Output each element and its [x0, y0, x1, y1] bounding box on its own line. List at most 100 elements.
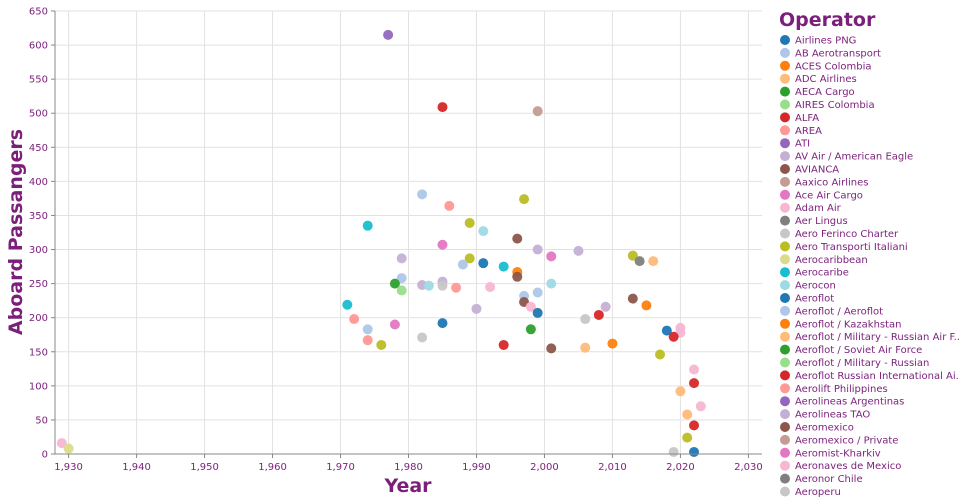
legend-swatch: [780, 125, 790, 136]
data-point: [389, 278, 400, 289]
legend-swatch: [780, 267, 790, 278]
legend-label: AVIANCA: [795, 165, 839, 176]
data-point: [519, 194, 530, 205]
legend-label: ACES Colombia: [795, 61, 871, 72]
data-point: [641, 300, 652, 311]
legend-item: Aeromist-Kharkiv: [780, 447, 881, 459]
y-tick-label: 450: [29, 143, 48, 154]
data-point: [437, 280, 448, 291]
legend-label: AB Aerotransport: [795, 48, 881, 59]
legend-swatch: [780, 396, 790, 407]
data-point: [512, 233, 523, 244]
data-point: [573, 245, 584, 256]
legend-label: Aerocon: [795, 281, 836, 292]
legend-swatch: [780, 35, 790, 45]
legend-swatch: [780, 112, 790, 123]
legend-swatch: [780, 241, 790, 252]
y-tick-label: 150: [29, 347, 48, 358]
legend-label: Ace Air Cargo: [795, 190, 863, 201]
data-point: [478, 258, 489, 269]
data-point: [593, 309, 604, 320]
legend-item: AECA Cargo: [780, 86, 855, 98]
legend-swatch: [780, 473, 790, 484]
legend-item: Ace Air Cargo: [780, 189, 863, 201]
data-point: [471, 303, 482, 314]
legend-item: Aeroperu: [780, 486, 841, 498]
data-point: [607, 338, 618, 349]
legend-item: Aeroflot Russian International Ai...: [780, 370, 960, 382]
data-point: [444, 200, 455, 211]
legend-swatch: [780, 357, 790, 368]
data-point: [648, 256, 659, 267]
data-point: [532, 287, 543, 298]
legend-label: ADC Airlines: [795, 74, 857, 85]
data-point: [682, 409, 693, 420]
legend-label: Aero Ferinco Charter: [795, 229, 899, 240]
legend-swatch: [780, 189, 790, 200]
y-tick-label: 600: [29, 41, 48, 52]
legend-item: Aerolift Philippines: [780, 383, 888, 395]
y-tick-label: 400: [29, 177, 48, 188]
y-tick-label: 300: [29, 245, 48, 256]
legend-swatch: [780, 176, 790, 187]
legend-swatch: [780, 99, 790, 110]
legend-item: Aerolineas TAO: [780, 409, 870, 421]
data-point: [423, 280, 434, 291]
legend-label: Aeroperu: [795, 487, 841, 498]
y-tick-label: 200: [29, 313, 48, 324]
x-tick-label: 1,970: [326, 462, 355, 473]
data-point: [546, 278, 557, 289]
legend-item: Aeroflot / Military - Russian Air F...: [780, 331, 960, 343]
legend-swatch: [780, 280, 790, 291]
data-point: [437, 102, 448, 113]
data-point: [417, 332, 428, 343]
legend-label: Aeroflot Russian International Ai...: [795, 371, 960, 382]
y-tick-label: 350: [29, 211, 48, 222]
data-point: [63, 443, 74, 454]
data-point: [478, 226, 489, 237]
data-point: [600, 301, 611, 312]
data-point: [56, 438, 67, 449]
x-tick-label: 1,950: [190, 462, 219, 473]
legend-swatch: [780, 422, 790, 432]
legend-item: AB Aerotransport: [780, 47, 881, 59]
legend-label: AV Air / American Eagle: [795, 152, 913, 163]
data-point: [485, 282, 496, 293]
legend-item: Aeroflot / Soviet Air Force: [780, 344, 922, 356]
data-point: [655, 349, 666, 360]
legend-label: Aerocaribbean: [795, 255, 868, 266]
legend-item: Aerocaribbean: [780, 254, 868, 266]
legend-label: Aeroflot / Soviet Air Force: [795, 345, 922, 356]
legend-label: Aaxico Airlines: [795, 177, 868, 188]
legend-item: ALFA: [780, 112, 819, 124]
data-point: [457, 259, 468, 270]
legend-label: AECA Cargo: [795, 87, 855, 98]
data-point: [464, 217, 475, 228]
legend-item: ADC Airlines: [780, 73, 857, 85]
legend-item: Aeroflot: [780, 293, 834, 305]
data-point: [580, 342, 591, 353]
legend-swatch: [780, 447, 790, 458]
legend-label: Aeroflot / Military - Russian Air F...: [795, 332, 960, 343]
data-point: [349, 314, 360, 325]
legend-swatch: [780, 73, 790, 84]
legend-swatch: [780, 60, 790, 71]
legend-label: Aerolineas Argentinas: [795, 397, 904, 408]
legend-label: Airlines PNG: [795, 36, 856, 47]
legend-item: Aeronaves de Mexico: [780, 460, 901, 472]
legend-swatch: [780, 138, 790, 149]
x-tick-label: 2,030: [734, 462, 763, 473]
legend-item: Aeronor Chile: [780, 473, 863, 485]
legend-swatch: [780, 434, 790, 445]
x-tick-label: 1,990: [462, 462, 491, 473]
y-tick-label: 50: [35, 415, 48, 426]
data-point: [668, 331, 679, 342]
data-point: [634, 256, 645, 267]
x-tick-label: 2,020: [666, 462, 695, 473]
legend-swatch: [780, 86, 790, 97]
legend-swatch: [780, 486, 790, 497]
legend-swatch: [780, 47, 790, 58]
data-point: [498, 339, 509, 350]
legend-label: Aeromexico: [795, 423, 854, 434]
